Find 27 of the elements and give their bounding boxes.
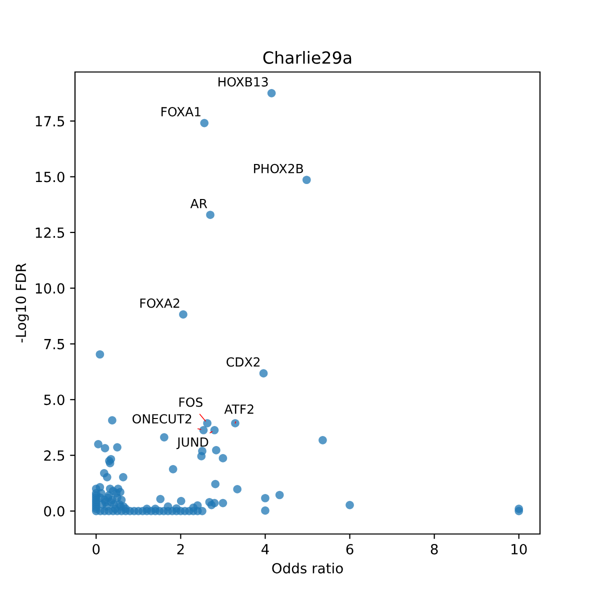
x-tick-label: 4 (261, 544, 269, 554)
y-tick-label: 2.5 (44, 450, 64, 461)
annotation: ONECUT2 (132, 414, 192, 424)
x-tick-label: 8 (430, 544, 438, 554)
x-axis-title: Odds ratio (272, 562, 343, 574)
annotation: FOXA2 (140, 298, 180, 308)
x-tick-label: 10 (512, 544, 527, 554)
y-tick-label: 17.5 (36, 116, 64, 127)
annotation: FOS (179, 397, 202, 407)
annotation: FOXA1 (162, 106, 200, 116)
x-tick-label: 0 (92, 544, 100, 554)
chart-title: Charlie29a (263, 51, 352, 64)
x-tick-label: 2 (177, 544, 184, 554)
annotation: CDX2 (226, 357, 260, 367)
y-tick-label: 15.0 (36, 172, 64, 182)
y-tick-label: 7.5 (44, 339, 64, 350)
x-tick-label: 6 (346, 544, 354, 554)
annotation: PHOX2B (254, 164, 303, 174)
y-axis-title: -Log10 FDR (16, 263, 29, 342)
annotation: AR (190, 198, 208, 208)
annotation: HOXB13 (218, 77, 268, 87)
y-tick-label: 12.5 (36, 227, 64, 238)
y-tick-label: 10.0 (36, 283, 64, 294)
y-tick-label: 0.0 (44, 506, 64, 517)
annotation: JUND (176, 437, 208, 450)
y-tick-label: 5.0 (44, 394, 64, 406)
annotation: ATF2 (224, 404, 254, 414)
